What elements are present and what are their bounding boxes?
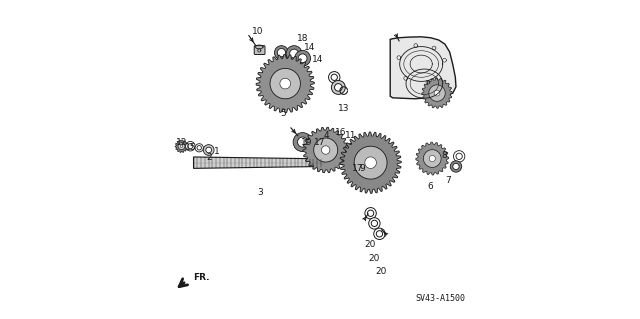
Text: 17: 17 [314,137,325,147]
Text: 14: 14 [304,43,316,52]
Circle shape [453,163,459,170]
Circle shape [374,228,385,240]
Text: 9: 9 [360,165,365,174]
Circle shape [298,137,308,147]
Circle shape [376,231,383,237]
Circle shape [349,146,358,155]
FancyBboxPatch shape [254,46,265,55]
Circle shape [309,141,318,150]
Circle shape [451,161,461,172]
Text: 17: 17 [351,165,363,174]
Text: 20: 20 [369,254,380,263]
Circle shape [371,220,378,226]
Text: 12: 12 [176,137,187,147]
Text: 13: 13 [339,104,350,113]
Circle shape [197,145,202,150]
Text: 19: 19 [301,137,312,147]
Circle shape [195,144,204,152]
Text: 14: 14 [312,56,323,64]
Circle shape [206,147,212,153]
PathPatch shape [390,37,456,99]
Text: 18: 18 [297,34,308,43]
Circle shape [298,54,307,63]
Polygon shape [280,78,291,89]
Circle shape [290,49,298,58]
Circle shape [294,50,310,66]
Polygon shape [434,90,440,96]
Polygon shape [178,143,185,150]
Circle shape [331,74,337,80]
Circle shape [204,145,214,155]
Circle shape [286,46,302,62]
Circle shape [188,144,193,149]
Circle shape [328,71,340,83]
Text: SV43-A1500: SV43-A1500 [415,294,465,303]
Circle shape [306,137,321,153]
Polygon shape [193,157,324,168]
Polygon shape [354,146,387,179]
Polygon shape [321,146,330,154]
Polygon shape [175,140,188,152]
Text: 6: 6 [427,182,433,191]
Polygon shape [365,157,376,168]
Text: 3: 3 [257,188,263,197]
Circle shape [275,46,289,60]
Text: 20: 20 [364,240,376,249]
Circle shape [456,153,462,160]
Circle shape [365,208,376,219]
Circle shape [335,84,342,91]
Circle shape [332,80,346,94]
Polygon shape [429,155,435,162]
Circle shape [277,48,285,57]
Circle shape [293,133,312,152]
Circle shape [346,143,362,159]
Polygon shape [256,55,314,113]
Polygon shape [340,132,401,193]
Polygon shape [422,78,452,108]
Circle shape [367,210,374,216]
Text: 15: 15 [184,143,196,152]
Text: 2: 2 [206,153,211,162]
Text: 7: 7 [445,175,451,185]
Text: 8: 8 [441,151,447,160]
Polygon shape [424,150,441,167]
Text: 10: 10 [252,27,263,36]
Polygon shape [270,69,300,99]
Polygon shape [303,127,348,173]
Text: 16: 16 [335,128,346,137]
Text: 11: 11 [345,131,356,140]
Text: 20: 20 [375,267,387,276]
Polygon shape [314,138,338,162]
Text: 5: 5 [281,109,287,118]
Polygon shape [429,85,445,101]
Polygon shape [416,142,449,175]
Text: 4: 4 [323,131,329,140]
Text: FR.: FR. [193,273,210,282]
Circle shape [454,151,465,162]
Circle shape [186,141,195,151]
Circle shape [369,218,380,229]
Text: 1: 1 [214,147,220,156]
Polygon shape [180,145,182,147]
